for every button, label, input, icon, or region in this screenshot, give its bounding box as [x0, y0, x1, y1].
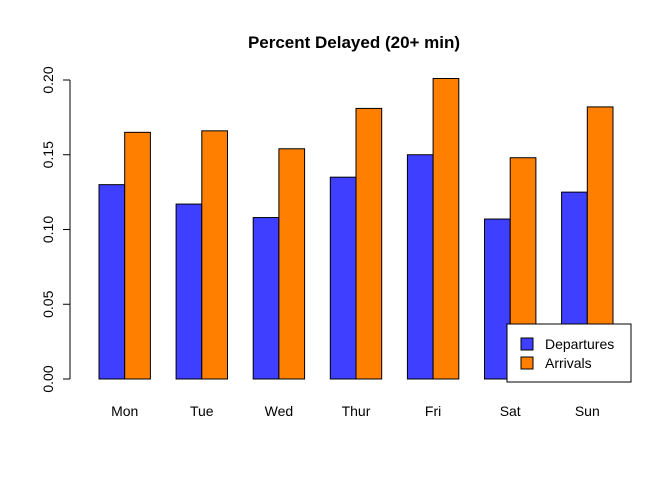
- bar-arrivals-mon: [124, 131, 151, 380]
- y-tick-label: 0.00: [40, 365, 56, 392]
- legend-label: Arrivals: [545, 355, 592, 371]
- bar-departures-thur: [329, 176, 357, 380]
- legend-label: Departures: [545, 336, 614, 352]
- y-tick-label: 0.15: [40, 141, 56, 168]
- bar-departures-tue: [175, 203, 203, 380]
- bar-arrivals-tue: [201, 130, 229, 380]
- x-tick-label: Sun: [575, 403, 600, 419]
- bar-arrivals-fri: [432, 78, 460, 380]
- bar-arrivals-wed: [278, 148, 306, 380]
- x-axis-labels: Mon Tue Wed Thur Fri Sat Sun: [111, 403, 600, 419]
- bar-departures-sat: [484, 218, 511, 380]
- bars-group: [98, 78, 614, 380]
- y-tick-label: 0.10: [40, 216, 56, 243]
- bar-departures-fri: [406, 154, 434, 380]
- legend-swatch: [520, 337, 534, 351]
- legend: Departures Arrivals: [506, 323, 632, 383]
- x-tick-label: Mon: [111, 403, 138, 419]
- legend-swatch: [520, 356, 534, 370]
- y-axis: 0.00 0.05 0.10 0.15 0.20: [40, 66, 71, 393]
- bar-departures-wed: [252, 217, 280, 380]
- bar-departures-mon: [98, 184, 126, 380]
- x-tick-label: Wed: [265, 403, 294, 419]
- x-tick-label: Sat: [500, 403, 521, 419]
- x-tick-label: Tue: [190, 403, 214, 419]
- bar-arrivals-thur: [355, 107, 383, 380]
- legend-box: [506, 323, 632, 383]
- x-tick-label: Fri: [425, 403, 441, 419]
- y-tick-label: 0.05: [40, 290, 56, 317]
- y-tick-label: 0.20: [40, 66, 56, 93]
- chart-title: Percent Delayed (20+ min): [248, 33, 460, 52]
- x-tick-label: Thur: [342, 403, 371, 419]
